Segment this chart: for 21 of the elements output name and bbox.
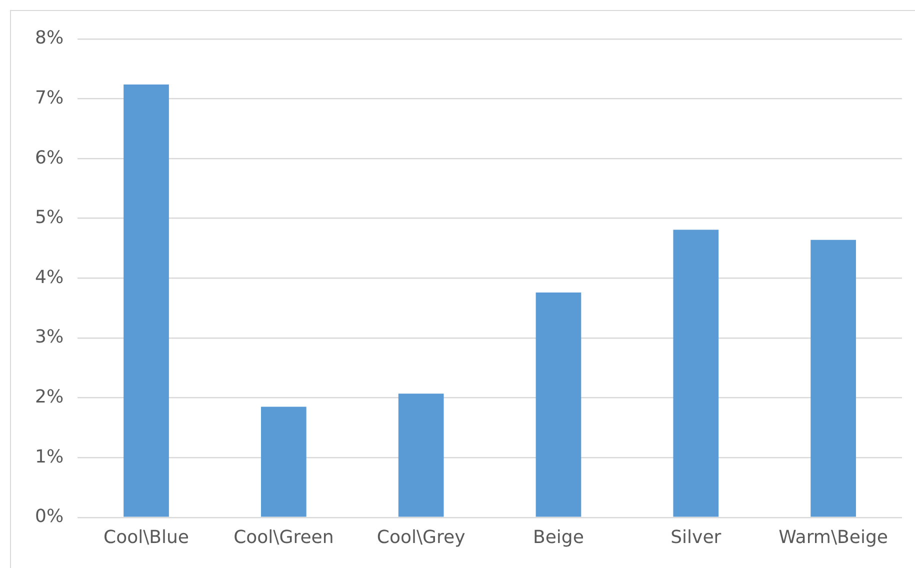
x-tick-label: Beige [533,526,584,548]
x-tick-label: Cool\Blue [104,526,190,548]
y-tick-label: 6% [34,147,64,168]
x-tick-label: Cool\Green [234,526,334,548]
bar [536,292,582,517]
bar [810,240,856,517]
bar [398,394,444,517]
bar [260,406,306,517]
x-tick-label: Cool\Grey [376,526,466,548]
y-tick-label: 5% [34,207,64,228]
y-tick-label: 0% [34,506,64,528]
y-tick-label: 1% [34,446,64,468]
bar [673,230,719,517]
x-tick-label: Silver [670,526,722,548]
y-tick-label: 3% [34,326,64,348]
x-tick-label: Warm\Beige [778,526,888,548]
y-tick-label: 2% [34,386,64,408]
bar [124,84,169,517]
y-tick-label: 8% [34,28,64,49]
y-tick-label: 4% [34,266,64,288]
y-tick-label: 7% [34,87,64,108]
